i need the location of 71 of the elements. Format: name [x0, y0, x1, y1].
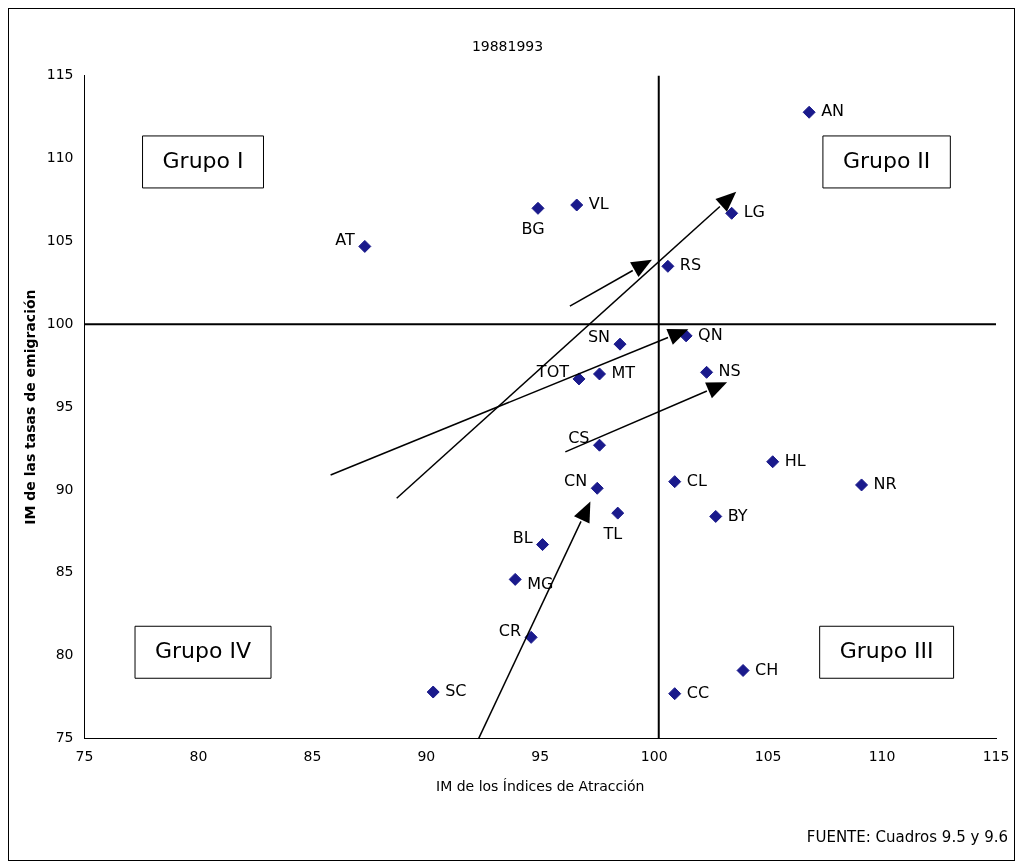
y-tick-label: 80: [55, 646, 74, 663]
x-tick-label: 100: [640, 748, 668, 765]
data-label: CS: [568, 428, 590, 448]
data-label: BG: [521, 219, 545, 239]
x-tick-label: 115: [982, 748, 1010, 765]
point: [611, 506, 625, 520]
x-tick-label: 80: [189, 748, 208, 765]
x-tick-label: 75: [75, 748, 94, 765]
data-label: TL: [602, 524, 623, 544]
data-label: AN: [821, 101, 845, 121]
point: [358, 239, 372, 253]
data-label: LG: [743, 202, 765, 222]
data-label: SN: [587, 327, 611, 347]
data-label: CR: [498, 620, 522, 640]
source-note: FUENTE: Cuadros 9.5 y 9.6: [806, 827, 1008, 846]
x-axis-title: IM de los Índices de Atracción: [436, 778, 645, 795]
point: [508, 572, 522, 586]
point: [593, 367, 607, 381]
point: [613, 337, 627, 351]
data-label: CL: [686, 470, 707, 490]
x-tick-label: 90: [417, 748, 436, 765]
data-label: TOT: [535, 362, 570, 382]
data-label: MT: [611, 363, 636, 383]
annotation: Grupo III: [839, 637, 934, 663]
point: [590, 481, 604, 495]
data-label: CN: [564, 471, 588, 491]
point: [855, 478, 869, 492]
point: [531, 201, 545, 215]
data-label: CC: [686, 682, 710, 702]
point: [668, 687, 682, 701]
y-tick-label: 110: [46, 149, 74, 166]
annotation: Grupo IV: [155, 637, 252, 663]
x-tick-label: 85: [303, 748, 322, 765]
point: [536, 538, 550, 552]
annotation: Grupo I: [162, 147, 244, 173]
x-tick-label: 105: [754, 748, 782, 765]
y-tick-label: 95: [55, 397, 74, 414]
y-tick-label: 85: [55, 563, 74, 580]
annotation: Grupo II: [842, 147, 931, 173]
y-tick-label: 115: [46, 66, 74, 83]
chart-title: 19881993: [471, 38, 544, 55]
point: [668, 475, 682, 489]
data-label: AT: [335, 229, 356, 249]
data-label: NR: [873, 474, 897, 494]
data-label: VL: [588, 194, 609, 214]
y-tick-label: 105: [46, 232, 74, 249]
point: [802, 105, 816, 119]
y-tick-label: 100: [46, 314, 74, 331]
point: [700, 365, 714, 379]
point: [426, 685, 440, 699]
x-tick-label: 95: [531, 748, 550, 765]
data-label: MG: [527, 573, 554, 593]
data-label: CH: [755, 659, 779, 679]
data-label: NS: [718, 361, 741, 381]
data-label: SC: [445, 681, 467, 701]
point: [736, 663, 750, 677]
data-label: HL: [784, 450, 806, 470]
data-label: QN: [698, 325, 723, 345]
point: [709, 509, 723, 523]
data-label: BL: [512, 527, 533, 547]
point: [570, 198, 584, 212]
y-axis-title: IM de las tasas de emigración: [22, 289, 39, 525]
point: [593, 438, 607, 452]
data-label: BY: [727, 505, 748, 525]
x-tick-label: 110: [868, 748, 896, 765]
point: [661, 259, 675, 273]
point: [766, 455, 780, 469]
y-tick-label: 90: [55, 480, 74, 497]
point: [725, 206, 739, 220]
y-tick-label: 75: [55, 729, 74, 746]
data-label: RS: [679, 255, 702, 275]
